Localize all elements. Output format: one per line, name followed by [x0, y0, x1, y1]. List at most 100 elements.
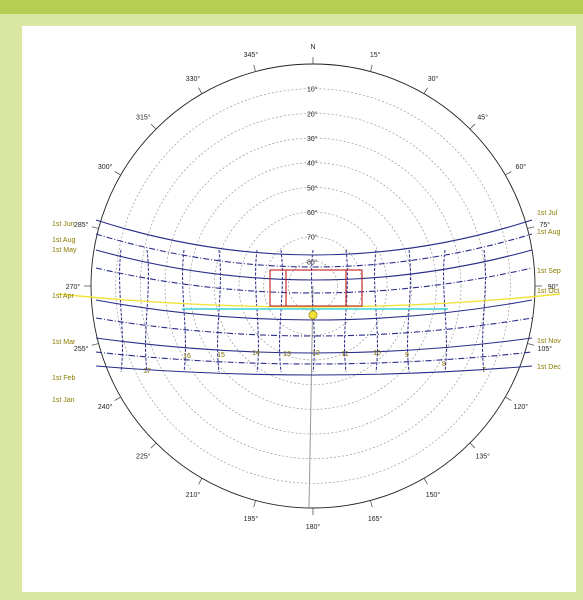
azimuth-label: 60° — [516, 163, 527, 171]
date-label-right: 1st Sep — [537, 268, 561, 275]
hour-curve — [182, 249, 186, 373]
altitude-label: 20° — [307, 110, 318, 118]
date-line — [95, 233, 533, 268]
date-label-right: 1st Dec — [537, 364, 561, 371]
hour-curve — [443, 249, 447, 373]
hour-curve — [482, 249, 486, 373]
azimuth-label: 255° — [74, 345, 89, 353]
hour-label: 16 — [183, 353, 191, 360]
date-labels: 1st Jun 1st Aug 1st May 1st Apr 1st Mar 1st F… — [52, 210, 561, 404]
azimuth-tick — [527, 226, 535, 229]
azimuth-label: 315° — [136, 113, 151, 121]
azimuth-label: 45° — [477, 113, 488, 121]
azimuth-tick — [114, 171, 121, 176]
azimuth-label: 90° — [548, 283, 559, 291]
azimuth-label: 105° — [538, 345, 553, 353]
obstruction-box — [269, 269, 363, 307]
azimuth-tick — [527, 343, 535, 346]
altitude-ring — [164, 137, 462, 435]
azimuth-label: 345° — [244, 51, 259, 59]
azimuth-tick — [370, 64, 373, 72]
azimuth-tick — [469, 123, 476, 130]
altitude-label: 30° — [307, 135, 318, 143]
altitude-label: 10° — [307, 86, 318, 94]
date-label-left: 1st Apr — [52, 293, 74, 300]
azimuth-label: 225° — [136, 453, 151, 461]
date-line — [95, 219, 533, 256]
azimuth-label: 75° — [540, 221, 551, 229]
hour-label: 15 — [217, 352, 225, 359]
altitude-label: 50° — [307, 184, 318, 192]
azimuth-label: 135° — [475, 453, 490, 461]
altitude-ring — [213, 186, 413, 386]
current-day-path — [57, 293, 561, 308]
hour-curve — [145, 249, 149, 373]
hour-label: 13 — [283, 351, 291, 358]
azimuth-label: 195° — [244, 515, 259, 523]
azimuth-tick — [150, 123, 157, 130]
altitude-labels: 10° 20° 30° 40° 50° 60° 70° 80° — [307, 86, 318, 267]
top-bar — [0, 0, 583, 14]
hour-curve — [217, 249, 221, 373]
azimuth-label: 240° — [98, 403, 113, 411]
azimuth-label: 285° — [74, 221, 89, 229]
altitude-ring — [287, 260, 339, 312]
sun-paths — [57, 219, 561, 509]
date-label-right: 1st Oct — [537, 288, 559, 295]
date-label-right: 1st Aug — [537, 229, 560, 236]
azimuth-label: N — [310, 44, 315, 51]
hour-label: 14 — [252, 350, 260, 357]
hour-curve — [407, 249, 411, 373]
azimuth-label: 165° — [368, 515, 383, 523]
date-label-left: 1st Mar — [52, 339, 76, 346]
south-meridian — [308, 285, 314, 509]
date-line — [95, 249, 533, 281]
hour-label: 17 — [143, 368, 151, 375]
azimuth-label: 330° — [186, 75, 201, 83]
azimuth-tick — [91, 226, 99, 229]
hour-labels: 17 16 15 14 13 12 11 10 9 8 7 — [143, 350, 486, 375]
hour-curve — [279, 249, 283, 373]
azimuth-label: 300° — [98, 163, 113, 171]
azimuth-tick — [198, 87, 203, 94]
hour-label: 8 — [442, 361, 446, 368]
azimuth-tick — [253, 64, 256, 72]
azimuth-tick — [253, 500, 256, 508]
azimuth-tick — [370, 500, 373, 508]
date-line — [95, 351, 533, 365]
altitude-label: 70° — [307, 234, 318, 242]
date-line — [95, 317, 533, 337]
azimuth-tick — [505, 396, 512, 401]
azimuth-label: 270° — [66, 283, 81, 291]
date-label-left: 1st Jan — [52, 397, 75, 404]
hour-curve — [374, 249, 378, 373]
sun-marker — [308, 310, 318, 320]
date-label-left: 1st Aug — [52, 237, 75, 244]
hour-label: 7 — [482, 367, 486, 374]
altitude-label: 80° — [307, 258, 318, 266]
hour-label: 12 — [312, 350, 320, 357]
altitude-ring — [189, 162, 437, 410]
hour-curve — [255, 249, 259, 373]
azimuth-label: 15° — [370, 51, 381, 59]
azimuth-tick — [505, 171, 512, 176]
date-line — [95, 365, 533, 376]
altitude-ring — [238, 211, 388, 361]
azimuth-tick — [469, 442, 476, 449]
azimuth-label: 30° — [428, 75, 439, 83]
azimuth-tick — [150, 442, 157, 449]
date-label-left: 1st May — [52, 247, 77, 254]
azimuth-tick — [423, 87, 428, 94]
altitude-ring — [115, 88, 511, 484]
azimuth-ticks — [84, 57, 542, 515]
azimuth-tick — [423, 478, 428, 485]
altitude-label: 40° — [307, 160, 318, 168]
hour-curve — [344, 249, 348, 373]
date-line — [95, 337, 533, 354]
azimuth-labels: N 15° 30° 45° 60° 75° 90° 105° 120° 135° 150° 165° 1… — [66, 44, 559, 531]
azimuth-label: 120° — [514, 403, 529, 411]
hour-curve — [311, 249, 315, 373]
azimuth-tick — [198, 478, 203, 485]
hour-label: 9 — [405, 352, 409, 359]
